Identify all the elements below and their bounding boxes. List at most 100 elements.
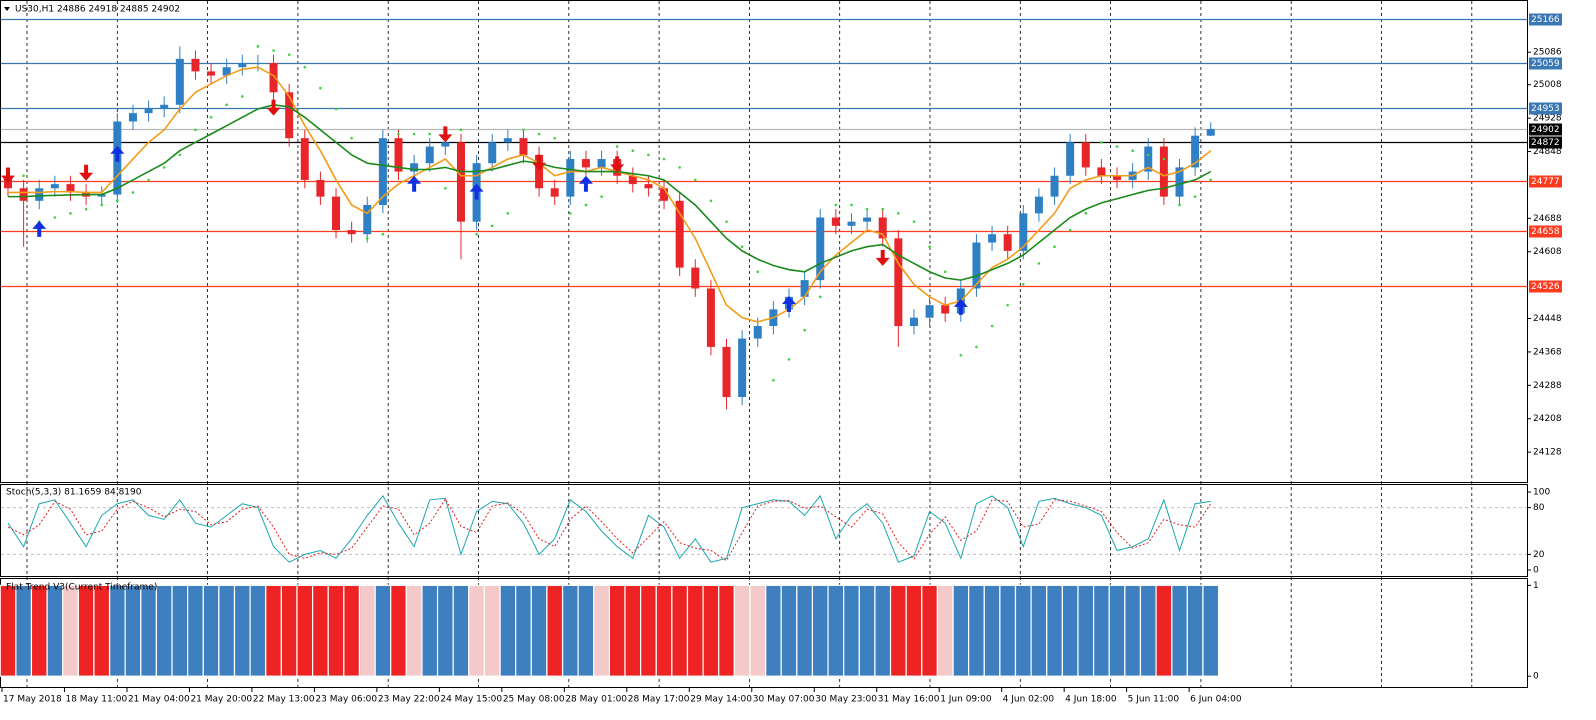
buy-arrow bbox=[110, 145, 125, 162]
x-tick-label: 6 Jun 04:00 bbox=[1190, 695, 1242, 705]
trend-bar bbox=[421, 584, 439, 677]
candle-body bbox=[925, 305, 934, 318]
candle-body bbox=[191, 58, 200, 72]
y-tick-label: 24368 bbox=[1533, 347, 1562, 357]
candle-body bbox=[878, 217, 887, 239]
candle-body bbox=[441, 142, 450, 147]
sar-dot bbox=[943, 270, 947, 274]
trend-bar bbox=[952, 584, 970, 677]
x-tick-label: 23 May 22:00 bbox=[378, 695, 440, 705]
candle-body bbox=[988, 234, 997, 243]
candle-body bbox=[35, 188, 44, 201]
trend-bar bbox=[718, 584, 735, 677]
trend-bar bbox=[577, 584, 595, 677]
sar-dot bbox=[897, 212, 900, 215]
trend-bar bbox=[1155, 584, 1173, 677]
trend-bar bbox=[608, 584, 626, 677]
sar-dot bbox=[928, 245, 931, 249]
candle-body bbox=[316, 179, 325, 197]
sell-arrow bbox=[875, 249, 890, 266]
trend-bar bbox=[15, 584, 33, 677]
candle-body bbox=[425, 146, 434, 164]
x-tick-label: 25 May 08:00 bbox=[503, 695, 565, 705]
trend-bar bbox=[265, 584, 282, 677]
sell-arrow bbox=[438, 126, 453, 143]
candle-body bbox=[566, 159, 575, 197]
sar-dot bbox=[772, 379, 775, 382]
sar-dot bbox=[397, 132, 400, 136]
x-tick-label: 28 May 01:00 bbox=[565, 695, 627, 705]
trend-bar bbox=[1124, 584, 1142, 677]
sar-dot bbox=[53, 216, 57, 219]
candle-body bbox=[941, 305, 950, 314]
sar-dot bbox=[287, 53, 291, 56]
trend-bar bbox=[187, 584, 204, 677]
symbol-info: US30,H1 24886 24918 24885 24902 bbox=[15, 5, 180, 15]
y-tick-label: 20 bbox=[1533, 550, 1545, 560]
trend-bar bbox=[390, 584, 407, 677]
trend-bar bbox=[843, 584, 860, 677]
trend-bar bbox=[218, 584, 236, 677]
sar-dot bbox=[116, 199, 119, 203]
trend-bar bbox=[796, 584, 814, 677]
candle-body bbox=[660, 188, 669, 201]
trend-bar bbox=[764, 584, 782, 677]
trend-bar bbox=[749, 584, 767, 677]
trend-bar bbox=[46, 584, 64, 677]
sar-dot bbox=[1037, 262, 1041, 265]
candle-body bbox=[550, 188, 559, 197]
candle-body bbox=[847, 221, 856, 226]
trend-bar bbox=[77, 584, 95, 677]
sar-dot bbox=[1193, 195, 1197, 198]
sar-dot bbox=[365, 237, 369, 240]
y-tick-label: 24928 bbox=[1533, 114, 1562, 124]
buy-arrow bbox=[32, 220, 47, 237]
candle-body bbox=[909, 317, 918, 327]
x-tick-label: 21 May 20:00 bbox=[190, 695, 252, 705]
buy-arrow bbox=[953, 298, 968, 315]
sar-dot bbox=[662, 157, 666, 161]
sar-dot bbox=[600, 195, 603, 198]
sar-dot bbox=[1006, 303, 1009, 307]
sar-dot bbox=[147, 178, 150, 182]
candle-body bbox=[675, 200, 684, 268]
trend-bar bbox=[30, 584, 48, 677]
sar-dot bbox=[756, 270, 760, 274]
sar-dot bbox=[678, 166, 681, 169]
x-tick-label: 1 Jun 09:00 bbox=[940, 695, 992, 705]
candle-body bbox=[691, 267, 700, 289]
grid bbox=[26, 1, 1473, 687]
level-label: 24902 bbox=[1531, 125, 1560, 135]
sar-dot bbox=[162, 166, 166, 169]
sar-dot bbox=[1084, 212, 1088, 215]
trend-bar bbox=[1046, 584, 1063, 677]
sar-dot bbox=[975, 345, 978, 349]
trend-bar bbox=[327, 584, 345, 677]
level-box bbox=[1529, 57, 1562, 70]
trend-bar bbox=[686, 584, 704, 677]
sar-dot bbox=[178, 153, 182, 157]
trend-bar bbox=[358, 584, 376, 677]
main-panel bbox=[0, 0, 1528, 483]
y-tick-label: 24848 bbox=[1533, 147, 1562, 157]
level-box bbox=[1529, 280, 1562, 293]
x-tick-label: 4 Jun 02:00 bbox=[1003, 695, 1055, 705]
trend-bar bbox=[1202, 584, 1220, 677]
candle-body bbox=[332, 196, 341, 231]
x-tick-label: 18 May 11:00 bbox=[65, 695, 127, 705]
sar-dot bbox=[100, 203, 104, 207]
trend-bar bbox=[968, 584, 985, 677]
menu-triangle[interactable] bbox=[4, 7, 10, 11]
sell-arrow bbox=[532, 154, 547, 171]
buy-arrow bbox=[578, 175, 593, 192]
sar-dot bbox=[475, 232, 478, 236]
trend-bar bbox=[436, 584, 454, 677]
sar-dot bbox=[537, 132, 541, 136]
sar-dot bbox=[350, 136, 353, 140]
candle-body bbox=[1206, 128, 1215, 136]
plot: 25086 25008 24928 24848 24688 24608 24448 24368… bbox=[0, 13, 1562, 705]
candle-body bbox=[238, 63, 247, 68]
candle-body bbox=[269, 63, 278, 93]
sar-dot bbox=[444, 186, 447, 190]
x-tick-label: 24 May 15:00 bbox=[440, 695, 502, 705]
